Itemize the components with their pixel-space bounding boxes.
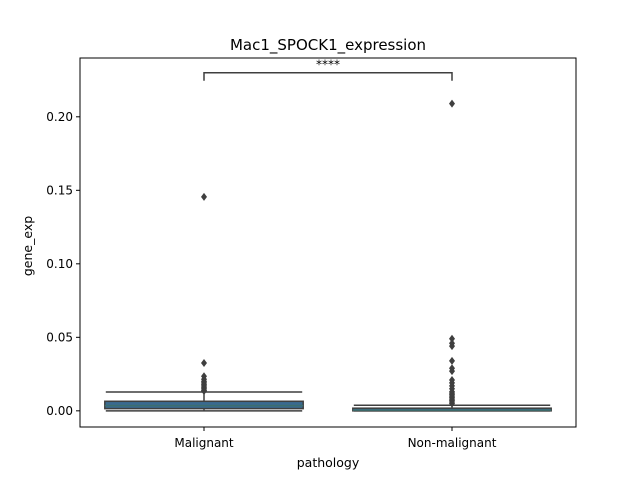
significance-label: ****	[316, 58, 340, 72]
outlier-point	[201, 192, 207, 201]
outlier-point	[449, 342, 455, 351]
y-tick-label: 0.00	[46, 404, 73, 418]
outlier-point	[449, 367, 455, 376]
y-tick-label: 0.15	[46, 183, 73, 197]
y-tick-label: 0.05	[46, 330, 73, 344]
y-axis-label: gene_exp	[20, 216, 35, 276]
outlier-point	[201, 359, 207, 368]
outlier-point	[201, 386, 207, 395]
outlier-point	[449, 99, 455, 108]
x-tick-label: Non-malignant	[408, 436, 497, 450]
x-axis-label: pathology	[297, 455, 360, 470]
x-tick-label: Malignant	[174, 436, 234, 450]
axes-frame	[79, 57, 577, 428]
y-tick-label: 0.10	[46, 257, 73, 271]
outlier-point	[449, 334, 455, 343]
outlier-point	[449, 356, 455, 365]
significance-bracket	[203, 71, 453, 81]
chart-title: Mac1_SPOCK1_expression	[230, 36, 426, 55]
outlier-point	[449, 399, 455, 408]
box-group-non-malignant	[352, 99, 552, 412]
y-tick-label: 0.20	[46, 110, 73, 124]
plot-area: **** 0.00 0.05 0.10 0.15 0.20 Malignant Non-mal…	[46, 57, 577, 450]
box-group-malignant	[104, 192, 304, 412]
